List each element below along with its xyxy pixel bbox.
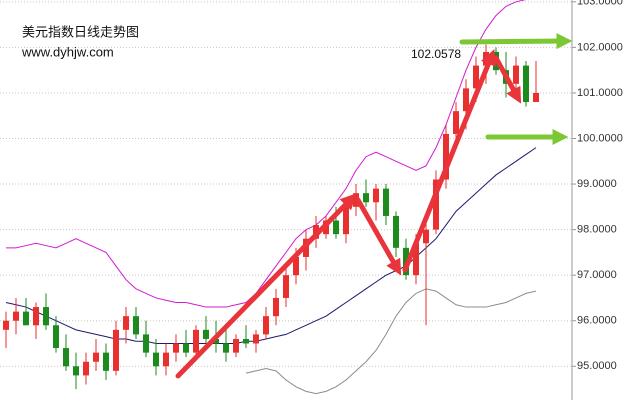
candle-body <box>263 316 269 335</box>
y-tick-label: 97.0000 <box>577 269 617 281</box>
arrow <box>459 33 573 50</box>
candle-body <box>433 179 439 230</box>
candle-body <box>163 352 169 367</box>
chart-title: 美元指数日线走势图 <box>22 24 139 39</box>
candle-body <box>123 316 129 330</box>
candle-body <box>413 243 419 276</box>
candle-body <box>3 320 9 330</box>
trend-arrows <box>175 33 573 379</box>
candle-body <box>343 206 349 235</box>
candle-body <box>13 311 19 321</box>
candle-body <box>273 297 279 317</box>
annotation: 102.0578 <box>411 47 461 61</box>
y-tick-label: 96.0000 <box>577 315 617 327</box>
band-line <box>6 0 527 308</box>
chart-subtitle: www.dyhjw.com <box>21 44 114 59</box>
candle-body <box>133 316 139 335</box>
candle-body <box>383 188 389 216</box>
candle-body <box>443 133 449 180</box>
candle-body <box>23 311 29 326</box>
candle-body <box>213 338 219 344</box>
candle-body <box>533 92 539 103</box>
y-tick-label: 95.0000 <box>577 360 617 372</box>
candle-body <box>63 348 69 367</box>
arrow <box>493 55 522 104</box>
candle-body <box>83 361 89 376</box>
y-axis-labels: 95.0000 96.0000 97.0000 98.0000 99.0000 100.0… <box>572 0 623 372</box>
arrow <box>402 49 496 273</box>
candle-body <box>253 334 259 344</box>
y-tick-label: 102.0000 <box>577 41 623 53</box>
candle-body <box>103 352 109 371</box>
candle-body <box>393 215 399 248</box>
candle-body <box>43 307 49 326</box>
candle-body <box>183 343 189 353</box>
candle-body <box>523 65 529 103</box>
y-tick-label: 98.0000 <box>577 224 617 236</box>
candle-body <box>53 325 59 349</box>
candle-body <box>223 343 229 353</box>
plot-area <box>3 0 539 395</box>
y-tick-label: 99.0000 <box>577 178 617 190</box>
candle-body <box>143 334 149 353</box>
candle-body <box>203 329 209 339</box>
band-line <box>245 288 537 395</box>
band-line <box>5 147 537 345</box>
candle-body <box>173 343 179 353</box>
candle-body <box>233 338 239 353</box>
y-tick-label: 103.0000 <box>577 0 623 8</box>
candle-body <box>73 366 79 376</box>
candle-body <box>283 275 289 298</box>
candle-body <box>463 88 469 112</box>
candle-body <box>153 352 159 367</box>
candle-body <box>473 65 479 89</box>
candle-body <box>513 65 519 84</box>
candle-body <box>193 329 199 353</box>
candle-body <box>363 193 369 203</box>
candle-body <box>93 352 99 362</box>
candle-body <box>373 188 379 203</box>
y-tick-label: 100.0000 <box>577 132 623 144</box>
candle-body <box>423 229 429 244</box>
y-tick-label: 101.0000 <box>577 87 623 99</box>
arrow <box>355 197 402 276</box>
candle-body <box>243 338 249 344</box>
candle-body <box>113 329 119 371</box>
candle-body <box>33 307 39 326</box>
arrow <box>175 193 357 379</box>
candle-body <box>453 111 459 134</box>
candle-body <box>333 220 339 235</box>
candle-body <box>293 256 299 276</box>
